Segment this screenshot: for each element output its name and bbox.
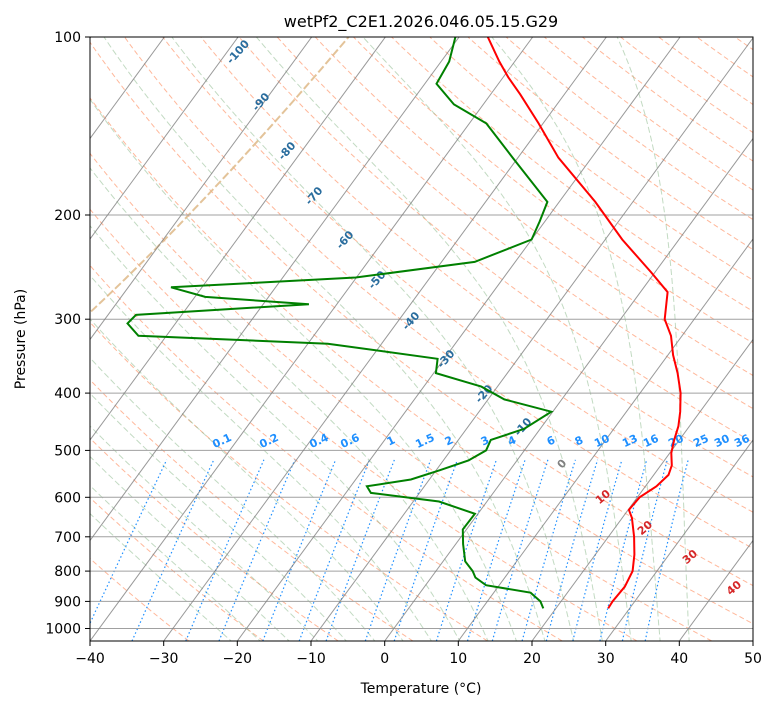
moist-adiabat	[616, 37, 690, 641]
dry-adiabat	[200, 37, 753, 478]
isotherm-line	[90, 37, 165, 140]
x-tick-label: −30	[149, 651, 179, 667]
isotherm-line	[90, 37, 534, 641]
mixing-ratio-line	[545, 459, 599, 641]
plot-frame	[89, 36, 754, 642]
y-tick-label: 800	[54, 564, 81, 580]
y-tick-label: 1000	[45, 622, 81, 638]
mixing-ratio-label: 16	[641, 432, 661, 450]
isotherm-line	[457, 238, 753, 641]
dry-adiabat	[90, 152, 712, 641]
x-tick-label: 10	[449, 651, 467, 667]
mixing-ratio-label: 30	[712, 432, 732, 450]
mixing-ratio-label: 10	[592, 432, 612, 450]
mixing-ratio-line	[364, 459, 432, 641]
isotherm-line	[90, 37, 239, 240]
isotherm-line	[236, 37, 681, 641]
dry-adiabat	[90, 497, 264, 641]
dewpoint-line	[126, 37, 554, 609]
dry-adiabat	[124, 37, 753, 550]
x-tick-label: −20	[223, 651, 253, 667]
mixing-ratio-line	[521, 459, 576, 641]
mixing-ratio-label: 20	[666, 432, 686, 450]
y-tick-label: 400	[54, 386, 81, 402]
y-tick-label: 600	[54, 490, 81, 506]
dry-adiabat	[90, 264, 563, 641]
isotherm-line	[384, 137, 753, 641]
dry-adiabat	[162, 37, 753, 513]
profile-lines	[126, 37, 682, 609]
moist-adiabat	[90, 318, 404, 641]
thick-curve	[90, 37, 350, 314]
moist-adiabat	[491, 37, 661, 641]
dry-adiabat	[90, 41, 753, 587]
moist-adiabat	[90, 455, 290, 641]
y-tick-label: 500	[54, 443, 81, 459]
dry-adiabat	[505, 37, 753, 221]
dry-adiabat	[90, 321, 488, 641]
mixing-ratio-line	[621, 459, 668, 641]
moist-adiabat	[90, 484, 261, 641]
mixing-ratio-line	[644, 459, 689, 641]
dry-adiabat	[90, 97, 753, 625]
x-tick-label: 40	[670, 651, 688, 667]
y-tick-label: 300	[54, 312, 81, 328]
mixing-ratio-line	[131, 459, 215, 641]
mixing-ratio-line	[325, 459, 395, 641]
x-tick-label: 20	[523, 651, 541, 667]
x-tick-label: 0	[380, 651, 389, 667]
isotherm-line	[310, 37, 753, 641]
mixing-ratio-line	[298, 459, 371, 641]
dry-adiabat	[467, 37, 753, 251]
mixing-ratio-line	[262, 459, 337, 641]
y-tick-label: 200	[54, 208, 81, 224]
dry-adiabat	[238, 37, 753, 443]
dry-adiabat	[314, 37, 753, 377]
y-tick-label: 100	[54, 30, 81, 46]
x-tick-label: 50	[744, 651, 762, 667]
moist-adiabat	[171, 37, 575, 641]
mixing-ratio-line	[218, 459, 296, 641]
dry-adiabat	[353, 37, 753, 344]
isotherm-line	[163, 37, 607, 641]
x-tick-label: 30	[597, 651, 615, 667]
mixing-ratio-line	[90, 459, 168, 625]
dry-adiabat	[391, 37, 753, 312]
x-tick-label: −10	[296, 651, 326, 667]
y-axis-label: Pressure (hPa)	[13, 289, 29, 389]
moist-adiabat	[362, 37, 632, 641]
mixing-ratio-label: 25	[691, 432, 710, 450]
isotherm-line	[605, 439, 753, 641]
x-tick-label: −40	[75, 651, 105, 667]
dry-adiabat	[276, 37, 753, 410]
mixing-ratio-line	[599, 459, 648, 641]
y-tick-label: 700	[54, 530, 81, 546]
mixing-ratio-label: 13	[620, 432, 639, 450]
temperature-line	[486, 37, 682, 609]
moist-adiabat	[103, 37, 546, 641]
dry-adiabat	[582, 37, 753, 162]
mixing-ratio-line	[185, 459, 265, 641]
axis-ticks: −40 −30 −20 −10 0 10 20 30 40 50 100 200 300 400 500 60…	[45, 30, 762, 667]
chart-title: wetPf2_C2E1.2026.046.05.15.G29	[284, 12, 558, 32]
isotherm-line	[90, 37, 386, 441]
x-axis-label: Temperature (°C)	[360, 681, 482, 697]
isotherm-line	[531, 338, 753, 641]
mixing-ratio-label: 36	[732, 432, 752, 450]
y-tick-label: 900	[54, 594, 81, 610]
mixing-ratio-line	[572, 459, 623, 641]
